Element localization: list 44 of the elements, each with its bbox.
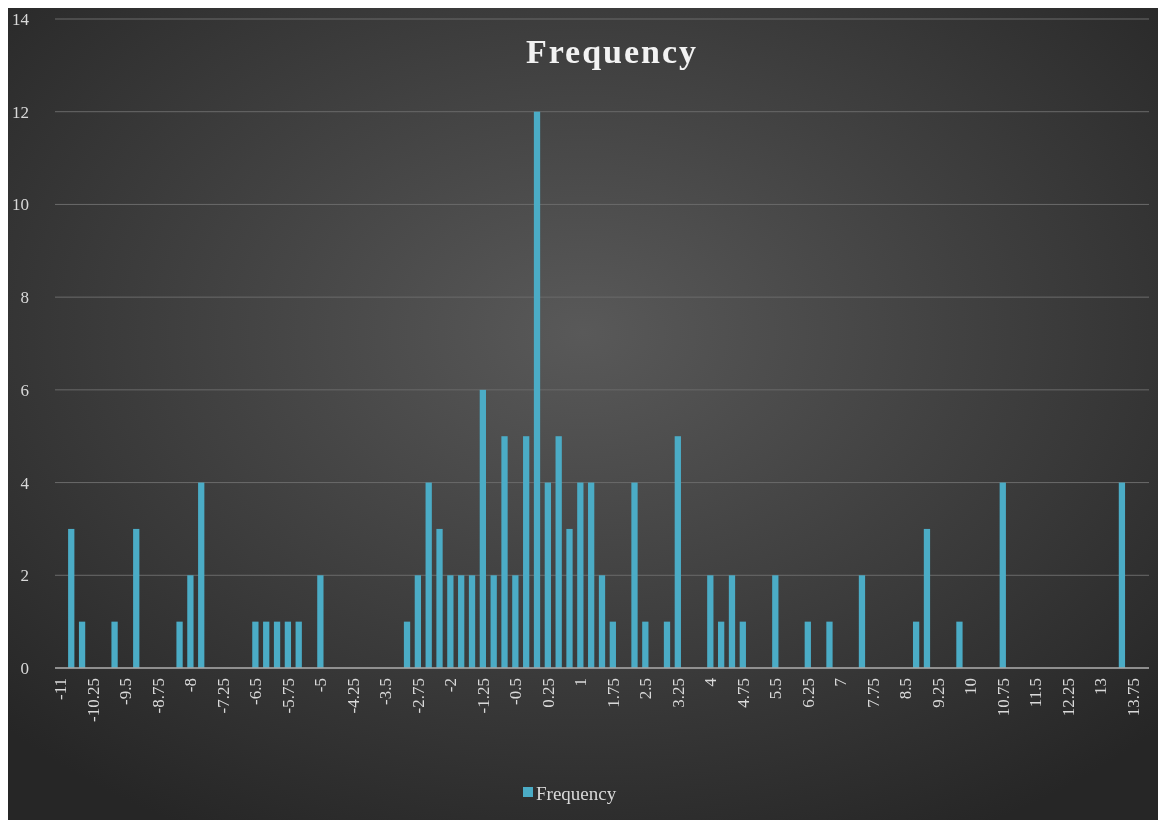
x-tick-label: 1 — [571, 678, 591, 687]
x-tick-label: -11 — [51, 678, 71, 701]
x-tick-label: 0.25 — [538, 678, 558, 708]
x-tick-label: -4.25 — [343, 678, 363, 714]
chart-title: Frequency — [525, 33, 699, 70]
x-tick-label: -3.5 — [376, 678, 396, 705]
x-tick-label: 12.25 — [1058, 678, 1078, 717]
x-tick-label: -7.25 — [213, 678, 233, 714]
x-tick-label: -2 — [441, 678, 461, 693]
y-tick-label: 0 — [20, 658, 29, 678]
x-tick-label: -6.5 — [246, 678, 266, 705]
x-tick-label: 9.25 — [928, 678, 948, 708]
x-tick-label: -8.75 — [148, 678, 168, 714]
x-tick-label: -10.25 — [83, 678, 103, 722]
x-tick-label: 2.5 — [636, 678, 656, 700]
x-tick-label: -5.75 — [278, 678, 298, 714]
x-tick-label: -2.75 — [408, 678, 428, 714]
y-tick-label: 6 — [20, 380, 29, 400]
legend-label: Frequency — [536, 782, 617, 804]
x-tick-label: -9.5 — [116, 678, 136, 705]
x-tick-label: 3.25 — [668, 678, 688, 708]
x-tick-label: 5.5 — [766, 678, 786, 700]
y-tick-label: 12 — [12, 102, 29, 122]
x-tick-label: 7.75 — [863, 678, 883, 708]
x-tick-label: -5 — [311, 678, 331, 693]
x-tick-label: 10 — [961, 678, 981, 695]
y-tick-label: 14 — [12, 9, 30, 29]
y-tick-label: 8 — [20, 288, 29, 308]
x-tick-label: -8 — [181, 678, 201, 693]
y-tick-label: 2 — [20, 566, 29, 586]
x-tick-label: 13.75 — [1123, 678, 1143, 717]
x-tick-label: 4 — [701, 677, 721, 687]
x-tick-label: -0.5 — [506, 678, 526, 705]
x-tick-label: 7 — [831, 677, 851, 687]
x-tick-label: 11.5 — [1026, 678, 1046, 708]
x-tick-label: 6.25 — [798, 678, 818, 708]
x-tick-label: 1.75 — [603, 678, 623, 708]
x-tick-label: 13 — [1091, 678, 1111, 695]
x-tick-label: -1.25 — [473, 678, 493, 714]
y-tick-label: 4 — [20, 473, 30, 493]
x-tick-label: 4.75 — [733, 678, 753, 708]
y-tick-label: 10 — [12, 195, 29, 215]
x-tick-label: 8.5 — [896, 678, 916, 700]
x-tick-label: 10.75 — [993, 678, 1013, 717]
